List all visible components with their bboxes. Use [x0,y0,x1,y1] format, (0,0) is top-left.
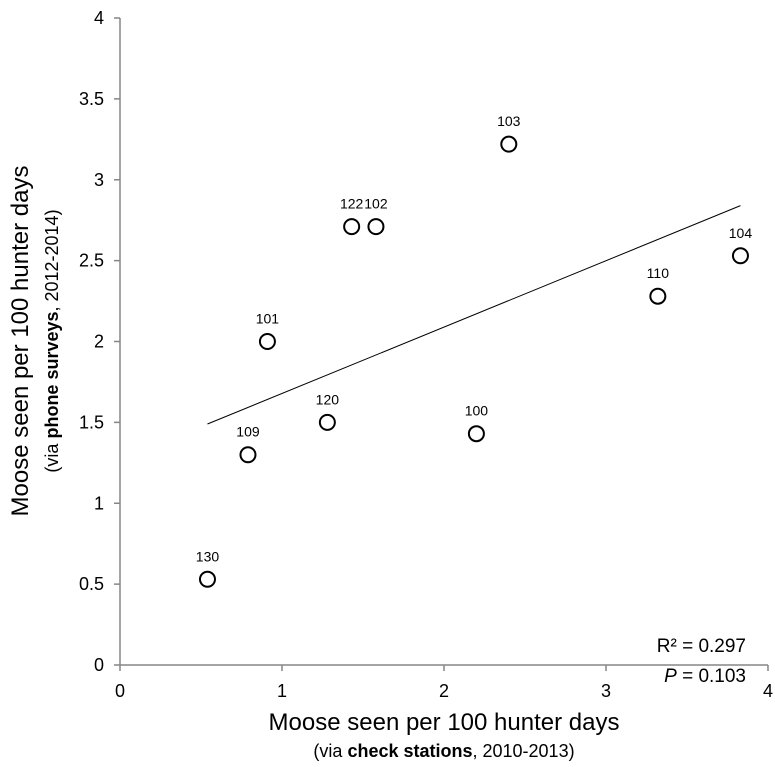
y-axis-subtitle-prefix: (via [42,439,62,473]
data-point-102 [367,218,385,236]
y-tick-label: 2 [94,332,104,352]
x-axis-subtitle-bold: check stations [347,741,472,761]
point-label-104: 104 [729,225,753,241]
data-point-104 [731,247,749,265]
tick-marks [114,17,769,671]
data-point-110 [649,287,667,305]
x-tick-label: 4 [763,681,773,701]
p-symbol: P [664,666,677,687]
point-label-103: 103 [497,113,521,129]
p-value: = 0.103 [677,666,746,687]
x-tick-label: 3 [601,681,611,701]
trendline-group [207,205,741,425]
y-tick-label: 4 [94,8,104,28]
point-label-130: 130 [196,548,220,564]
y-axis-subtitle-bold: phone surveys [42,312,62,439]
data-point-103 [500,135,518,153]
p-value-label: P = 0.103 [664,666,746,687]
y-tick-label: 0.5 [79,574,104,594]
point-label-110: 110 [647,265,670,281]
point-label-109: 109 [236,424,260,440]
x-tick-label: 0 [115,681,125,701]
y-tick-label: 0 [94,655,104,675]
x-axis-subtitle-suffix: , 2010-2013) [473,741,575,761]
r-squared-label: R² = 0.297 [657,636,746,657]
data-points [198,135,749,588]
y-tick-label: 3.5 [79,89,104,109]
x-axis-subtitle-prefix: (via [313,741,347,761]
data-point-120 [318,413,336,431]
point-label-101: 101 [256,311,280,327]
y-tick-label: 1.5 [79,412,104,432]
point-label-122: 122 [340,196,364,212]
y-axis-subtitle-suffix: , 2012-2014) [42,209,62,311]
data-point-130 [198,570,216,588]
point-label-100: 100 [465,403,489,419]
x-tick-label: 1 [277,681,287,701]
y-tick-label: 3 [94,170,104,190]
data-point-122 [343,218,361,236]
tick-labels: 0 0.5 1 1.5 2 2.5 3 3.5 4 0 1 2 3 4 [79,8,773,701]
point-label-102: 102 [364,196,388,212]
point-label-120: 120 [316,391,340,407]
data-point-109 [239,446,257,464]
y-tick-label: 2.5 [79,251,104,271]
x-tick-label: 2 [439,681,449,701]
y-axis-subtitle-text: (via phone surveys, 2012-2014) [42,209,62,472]
y-axis-subtitle: (via phone surveys, 2012-2014) [42,209,62,472]
x-axis-title-main: Moose seen per 100 hunter days [269,709,620,736]
y-axis-title-main: Moose seen per 100 hunter days [7,166,34,517]
x-axis-subtitle: (via check stations, 2010-2013) [313,741,574,761]
axes [119,18,768,666]
y-axis-title: Moose seen per 100 hunter days [7,166,34,517]
point-labels: 130 109 101 120 122 102 100 103 110 104 [196,113,753,564]
y-tick-label: 1 [94,493,104,513]
data-point-101 [258,333,276,350]
data-point-100 [467,425,485,443]
trendline [207,205,741,425]
